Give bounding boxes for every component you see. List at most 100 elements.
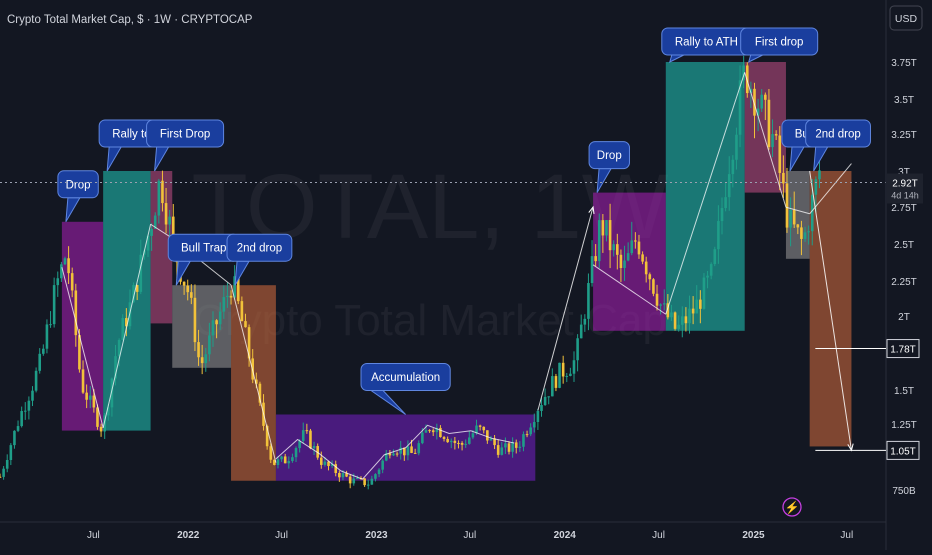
candle-body-57 [204,354,208,364]
candle-body-185 [666,303,670,318]
candle-body-74 [265,425,269,447]
candle-body-224 [807,231,810,233]
candle-body-62 [222,297,226,312]
callout-box-9 [740,27,819,56]
candle-body-85 [305,430,309,432]
callout-label-4: Bull Trap [181,243,226,255]
candle-body-125 [449,440,453,443]
candle-body-186 [670,312,673,318]
candle-body-34 [121,318,125,341]
usd-button-label[interactable]: USD [895,13,918,25]
candle-body-110 [395,453,399,455]
candle-body-134 [482,426,486,431]
usd-button[interactable]: USD [889,5,923,31]
callout-7: Drop [588,141,630,193]
candle-body-98 [352,478,356,484]
candle-body-169 [608,220,612,251]
candle-body-209 [753,88,756,116]
candle-body-92 [330,464,334,467]
candle-body-58 [208,335,211,355]
candle-body-149 [536,410,540,423]
price-tag-2 [886,440,920,460]
callout-4: Bull Trap [167,233,240,286]
lightning-circle[interactable] [782,497,802,517]
candle-body-116 [417,443,421,454]
candle-body-124 [446,438,449,443]
price-tag-1 [886,339,920,359]
candle-body-51 [182,281,186,286]
candle-body-226 [814,179,818,195]
candle-body-112 [403,447,406,456]
candle-body-170 [612,244,616,251]
phase-box-7 [593,192,666,331]
candle-body-25 [88,395,92,400]
x-tick-label-8: Jul [840,530,853,541]
trend-arrow-head [588,205,595,215]
candle-body-93 [334,464,338,474]
candle-body-157 [565,375,569,377]
candle-body-143 [514,442,518,448]
x-tick-label-6: Jul [652,530,665,541]
candle-body-54 [193,297,197,343]
callout-label-9: First drop [755,37,804,49]
candle-body-191 [688,308,691,324]
candle-body-53 [190,292,193,298]
candle-body-56 [200,357,204,364]
candle-body-32 [114,356,117,379]
y-tick-label-4: 2.25T [891,277,917,288]
x-tick-label-7: 2025 [742,530,765,541]
candle-body-90 [323,461,327,465]
candle-body-146 [525,434,529,436]
y-tick-label-2: 1.5T [894,386,914,397]
candle-body-136 [489,438,493,441]
candle-body-118 [424,430,428,433]
candle-body-89 [319,457,323,465]
candle-body-82 [294,448,298,458]
current-price-text: 2.92T [892,179,918,190]
candle-body-18 [63,258,67,265]
candle-body-71 [255,379,258,384]
candle-body-156 [561,362,565,377]
x-tick-label-4: Jul [463,530,476,541]
candle-body-69 [247,327,251,359]
candle-body-39 [139,254,143,292]
candle-body-2 [5,460,9,469]
callout-box-11 [805,119,871,148]
candle-body-35 [125,318,128,327]
projection-arrow-line [809,170,852,451]
candle-body-160 [576,338,579,361]
lightning-icon[interactable]: ⚡ [785,501,800,515]
candle-body-219 [789,209,792,228]
candle-body-86 [309,430,312,449]
phase-diagonal-5 [230,284,277,463]
candle-body-180 [648,274,652,280]
callout-label-7: Drop [597,150,622,162]
candle-body-132 [475,425,478,434]
candle-body-210 [756,108,760,116]
candle-body-52 [186,285,190,293]
candle-body-91 [327,461,330,467]
candle-body-99 [356,478,359,480]
phase-diagonal-3 [150,223,173,239]
candle-body-104 [374,474,377,479]
candle-body-189 [680,316,684,325]
candle-body-83 [298,440,301,449]
candle-body-27 [96,407,99,427]
lightning-badge[interactable]: ⚡ [782,497,802,517]
candle-body-65 [233,276,236,298]
candle-body-114 [410,446,413,453]
candle-body-174 [626,253,630,261]
usd-button-frame[interactable] [889,5,923,31]
x-tick-label-2: Jul [275,530,288,541]
candle-body-37 [132,285,135,303]
candle-body-106 [381,460,384,470]
candle-body-43 [153,215,157,229]
candle-body-166 [597,220,601,262]
candle-body-214 [771,134,774,148]
candle-body-8 [27,400,31,411]
candle-body-38 [135,285,139,292]
callout-label-1: Drop [66,179,91,191]
phase-callouts: Drop Rally to ATH First Drop Bull Trap 2nd d… [57,27,871,415]
